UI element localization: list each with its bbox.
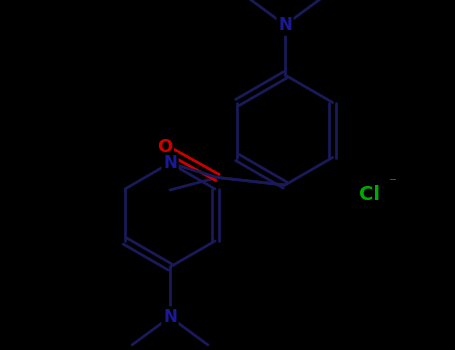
Text: ⁻: ⁻ [389,175,397,190]
Text: Cl: Cl [359,186,380,204]
Text: N: N [278,16,292,34]
Text: N: N [163,154,177,172]
Text: O: O [157,139,172,156]
Text: N: N [163,308,177,326]
